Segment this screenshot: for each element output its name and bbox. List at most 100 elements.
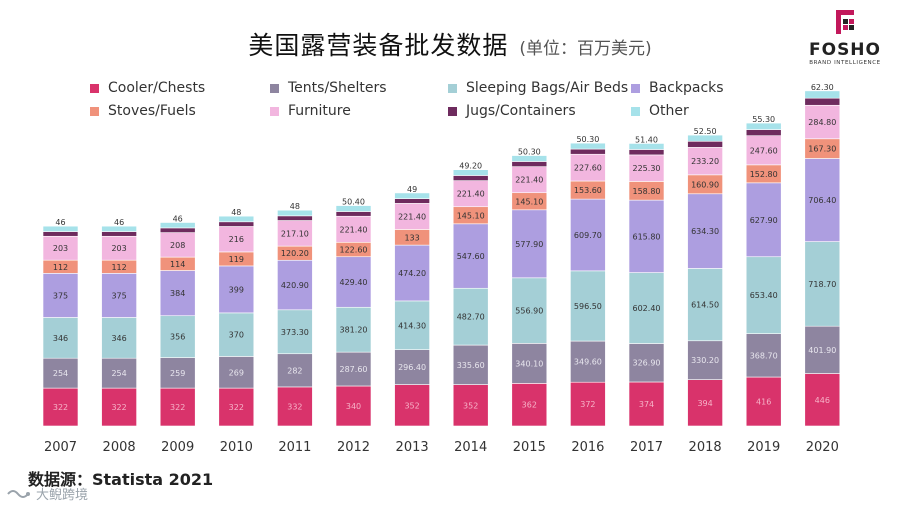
data-label: 227.60 <box>574 164 602 173</box>
data-label: 602.40 <box>633 304 661 313</box>
data-label: 596.50 <box>574 302 602 311</box>
data-label: 547.60 <box>457 252 485 261</box>
data-label: 335.60 <box>457 361 485 370</box>
data-label: 50.30 <box>518 148 541 157</box>
bar-segment <box>101 357 137 389</box>
legend-item: Backpacks <box>631 80 724 96</box>
data-label: 122.60 <box>340 246 368 255</box>
data-label: 429.40 <box>340 278 368 287</box>
bar-segment <box>101 387 137 427</box>
bar-segment <box>159 270 196 317</box>
data-label: 46 <box>114 218 124 227</box>
bar-segment <box>745 333 782 378</box>
data-label: 615.80 <box>633 232 661 241</box>
data-label: 326.90 <box>633 359 661 368</box>
bar-segment <box>42 273 79 318</box>
data-label: 282 <box>287 366 302 375</box>
x-tick-label: 2020 <box>806 440 839 455</box>
legend-item: Tents/Shelters <box>270 80 387 96</box>
legend-item: Cooler/Chests <box>90 80 205 96</box>
data-label: 120.20 <box>281 249 309 258</box>
data-label: 48 <box>231 208 241 217</box>
bar-segment <box>101 273 137 318</box>
data-label: 416 <box>756 398 771 407</box>
bar-segment <box>804 241 841 327</box>
data-label: 217.10 <box>281 229 309 238</box>
data-label: 221.40 <box>457 190 485 199</box>
data-label: 375 <box>53 291 68 300</box>
data-label: 373.30 <box>281 328 309 337</box>
bar-segment <box>511 155 548 162</box>
bar-segment <box>804 97 841 106</box>
bar-segment <box>394 192 430 199</box>
bar-segment <box>687 340 723 380</box>
data-label: 322 <box>229 403 244 412</box>
watermark-logo-icon <box>7 489 30 498</box>
data-label: 158.80 <box>633 187 661 196</box>
bar-segment <box>628 272 665 344</box>
legend-label: Jugs/Containers <box>466 103 576 119</box>
bar-segment <box>394 300 430 350</box>
data-label: 48 <box>290 202 300 211</box>
legend-label: Backpacks <box>649 80 724 96</box>
bar-segment <box>218 215 255 223</box>
bar-segment <box>218 265 255 314</box>
bar-segment <box>218 226 255 253</box>
bar-segment <box>335 205 372 212</box>
data-label: 474.20 <box>398 269 426 278</box>
bar-segment <box>335 306 372 353</box>
x-tick-label: 2008 <box>103 440 136 455</box>
bar-segment <box>394 198 430 204</box>
bar-segment <box>687 147 723 176</box>
data-label: 375 <box>111 291 126 300</box>
watermark-text: 大鲵跨境 <box>36 488 89 503</box>
bar-segment <box>570 381 606 427</box>
bar-segment <box>511 383 548 427</box>
data-label: 203 <box>53 244 68 253</box>
data-label: 296.40 <box>398 363 426 372</box>
bar-segment <box>687 140 723 148</box>
data-label: 346 <box>53 334 68 343</box>
bar-segment <box>687 379 723 427</box>
data-label: 394 <box>697 399 712 408</box>
data-label: 653.40 <box>750 291 778 300</box>
bar-segment <box>159 222 196 229</box>
data-label: 374 <box>639 400 654 409</box>
bar-segment <box>277 215 313 221</box>
data-label: 254 <box>111 369 126 378</box>
bar-segment <box>804 90 841 99</box>
legend-item: Furniture <box>270 103 351 119</box>
bar-segment <box>452 223 489 289</box>
x-tick-label: 2007 <box>44 440 77 455</box>
data-label: 414.30 <box>398 321 426 330</box>
data-label: 50.40 <box>342 198 365 207</box>
bar-segment <box>570 148 606 155</box>
legend-label: Tents/Shelters <box>288 80 387 96</box>
data-label: 372 <box>580 400 595 409</box>
bar-segment <box>218 356 255 389</box>
chart-title-block: 美国露营装备批发数据 (单位：百万美元) <box>0 26 900 62</box>
legend-swatch <box>270 106 279 116</box>
data-label: 401.90 <box>808 346 836 355</box>
bar-segment <box>218 221 255 227</box>
data-label: 352 <box>404 401 419 410</box>
bar-segment <box>452 175 489 181</box>
legend-swatch <box>448 106 457 116</box>
bar-segment <box>42 231 79 237</box>
data-label: 203 <box>111 244 126 253</box>
bar-segment <box>159 227 196 233</box>
data-label: 399 <box>229 285 244 294</box>
legend-swatch <box>90 106 99 116</box>
data-label: 254 <box>53 369 68 378</box>
bar-segment <box>42 317 79 359</box>
data-label: 332 <box>287 402 302 411</box>
bar-segment <box>277 209 313 217</box>
data-label: 259 <box>170 369 185 378</box>
bar-segment <box>511 277 548 344</box>
bar-segment <box>628 154 665 182</box>
bar-segment <box>101 231 137 237</box>
bar-segment <box>687 268 723 342</box>
x-tick-label: 2017 <box>630 440 663 455</box>
bar-segment <box>452 344 489 385</box>
bar-segment <box>511 343 548 384</box>
